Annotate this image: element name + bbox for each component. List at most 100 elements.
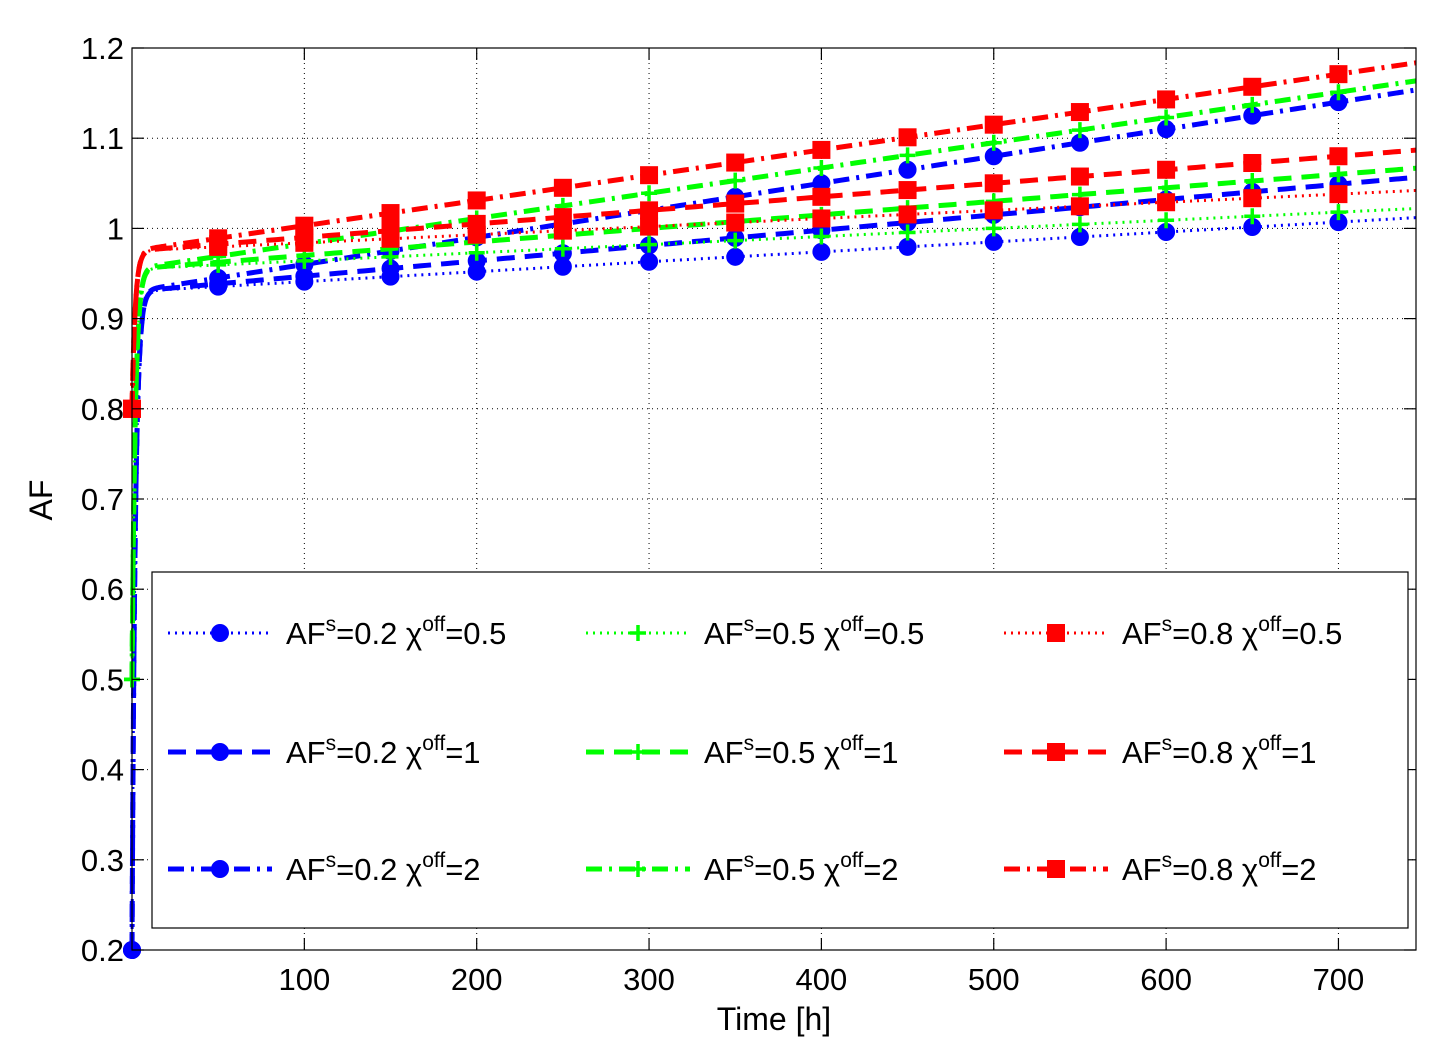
legend-label-part: off <box>1258 732 1281 755</box>
legend-entry: AFs=0.2 χoff=1 <box>168 732 481 770</box>
legend-marker <box>630 744 646 760</box>
legend-label-part: off <box>422 613 445 636</box>
y-axis-label: AF <box>23 480 59 521</box>
x-axis-label: Time [h] <box>717 1001 831 1037</box>
legend-label-part: s <box>1162 613 1173 636</box>
data-point <box>985 220 1002 237</box>
data-point <box>1244 96 1261 113</box>
y-tick-label: 0.8 <box>81 392 124 427</box>
legend-marker <box>1047 624 1065 642</box>
x-tick-label: 700 <box>1313 962 1365 997</box>
legend-entry: AFs=0.5 χoff=2 <box>586 849 899 887</box>
data-point <box>1244 173 1261 190</box>
legend-marker <box>211 860 229 878</box>
data-point <box>381 204 400 223</box>
x-tick-label: 200 <box>451 962 503 997</box>
data-point <box>812 140 831 159</box>
legend-label-part: =0.8 χ <box>1172 852 1258 887</box>
legend-marker <box>630 861 646 877</box>
y-tick-label: 0.3 <box>81 843 124 878</box>
legend-label-part: s <box>326 732 337 755</box>
legend-marker <box>1047 860 1065 878</box>
legend-marker <box>630 625 646 641</box>
data-point <box>553 178 572 197</box>
legend-label-part: s <box>326 613 337 636</box>
legend-label-part: AF <box>1122 735 1162 770</box>
y-tick-label: 1.2 <box>81 31 124 66</box>
data-point <box>554 240 571 257</box>
data-point <box>640 201 659 220</box>
legend-label-part: =0.5 χ <box>754 735 840 770</box>
data-point <box>295 216 314 235</box>
legend-label: AFs=0.8 χoff=1 <box>1122 732 1317 770</box>
data-point <box>985 134 1002 151</box>
series-line <box>130 188 1417 409</box>
legend-label-part: =0.5 <box>445 616 506 651</box>
data-point <box>381 221 400 240</box>
legend-label-part: AF <box>286 616 326 651</box>
legend-entry: AFs=0.5 χoff=1 <box>586 732 899 770</box>
series-7 <box>123 147 1417 418</box>
x-tick-label: 400 <box>796 962 848 997</box>
data-point <box>899 147 916 164</box>
data-point <box>1071 122 1088 139</box>
data-point <box>1243 189 1262 208</box>
data-point <box>640 217 659 236</box>
legend-label-part: s <box>1162 732 1173 755</box>
legend-label-part: AF <box>704 616 744 651</box>
series-8 <box>123 60 1417 418</box>
data-point <box>899 224 916 241</box>
legend-label-part: =0.2 χ <box>336 852 422 887</box>
legend-label-part: =0.8 χ <box>1172 616 1258 651</box>
data-point <box>1157 160 1176 179</box>
legend-label-part: off <box>422 849 445 872</box>
x-tick-label: 500 <box>968 962 1020 997</box>
data-point <box>553 208 572 227</box>
x-tick-label: 100 <box>278 962 330 997</box>
legend-label-part: AF <box>704 852 744 887</box>
data-point <box>726 247 745 266</box>
legend-label-part: =0.5 χ <box>754 852 840 887</box>
data-point <box>641 236 658 253</box>
data-point <box>726 194 745 213</box>
data-point <box>812 242 831 261</box>
legend-label: AFs=0.8 χoff=0.5 <box>1122 613 1342 651</box>
data-point <box>726 213 745 232</box>
data-point <box>1330 84 1347 101</box>
axes: 100 200 300 400 500 600 700 0.2 0.3 0.4 0.5 0.6 0.7 0… <box>81 31 1417 997</box>
series-line <box>129 60 1417 409</box>
series-layer <box>123 60 1417 959</box>
data-point <box>812 209 831 228</box>
legend-label-part: off <box>1258 849 1281 872</box>
legend-entry: AFs=0.2 χoff=0.5 <box>168 613 506 651</box>
data-point <box>812 187 831 206</box>
data-point <box>467 214 486 233</box>
data-point <box>1158 109 1175 126</box>
legend-label: AFs=0.5 χoff=1 <box>704 732 899 770</box>
data-point <box>1158 212 1175 229</box>
x-tick-label: 300 <box>623 962 675 997</box>
data-point <box>1157 90 1176 109</box>
data-point <box>640 166 659 185</box>
data-point <box>898 181 917 200</box>
legend-label: AFs=0.2 χoff=1 <box>286 732 481 770</box>
data-point <box>1071 216 1088 233</box>
data-point <box>1070 197 1089 216</box>
data-point <box>727 172 744 189</box>
data-point <box>1329 147 1348 166</box>
y-tick-label: 0.4 <box>81 753 124 788</box>
legend-entry: AFs=0.8 χoff=1 <box>1004 732 1317 770</box>
legend-label: AFs=0.8 χoff=2 <box>1122 849 1317 887</box>
legend-label-part: off <box>422 732 445 755</box>
legend-label-part: AF <box>704 735 744 770</box>
data-point <box>984 115 1003 134</box>
legend-label-part: =2 <box>863 852 898 887</box>
legend-label-part: off <box>1258 613 1281 636</box>
y-tick-label: 0.9 <box>81 302 124 337</box>
legend-label-part: =0.5 χ <box>754 616 840 651</box>
data-point <box>640 252 659 271</box>
data-point <box>1243 154 1262 173</box>
series-6 <box>123 185 1417 418</box>
legend-label-part: AF <box>1122 852 1162 887</box>
legend-label: AFs=0.2 χoff=0.5 <box>286 613 506 651</box>
